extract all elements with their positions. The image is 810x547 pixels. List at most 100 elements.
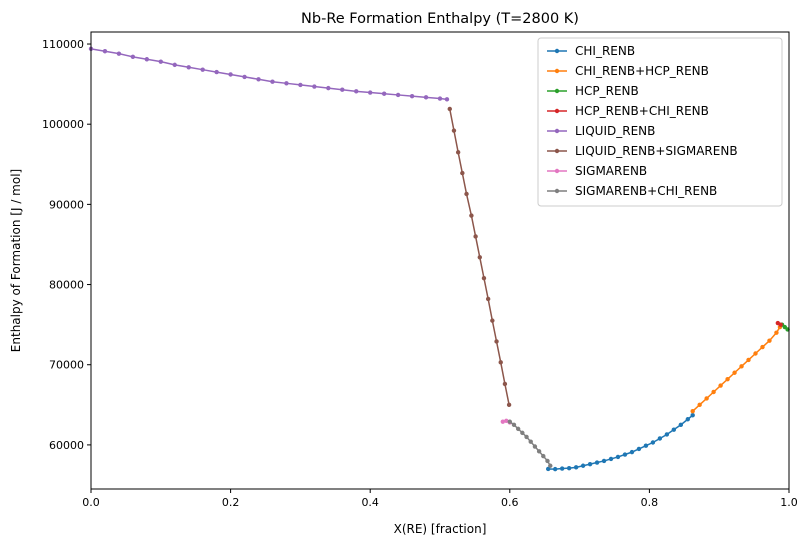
data-point xyxy=(469,213,474,218)
data-point xyxy=(172,62,177,68)
x-tick-label: 1.0 xyxy=(780,496,798,509)
data-point xyxy=(242,74,247,80)
legend-label: CHI_RENB+HCP_RENB xyxy=(575,64,709,78)
data-point xyxy=(477,255,482,260)
x-tick-label: 0.0 xyxy=(82,496,100,509)
series-0 xyxy=(545,413,695,472)
data-point xyxy=(690,413,695,418)
data-point xyxy=(485,296,491,302)
data-point xyxy=(444,97,450,102)
legend-item: LIQUID_RENB+SIGMARENB xyxy=(547,144,738,158)
legend-swatch-marker xyxy=(554,48,560,54)
data-point xyxy=(354,89,359,94)
data-point xyxy=(528,439,533,444)
x-axis: 0.0 0.2 0.4 0.6 0.8 1.0 xyxy=(82,489,798,509)
data-point xyxy=(460,170,465,176)
data-point xyxy=(500,419,506,424)
legend-label: LIQUID_RENB xyxy=(575,124,655,138)
series-3 xyxy=(775,320,783,327)
legend-item: SIGMARENB xyxy=(547,164,647,178)
legend-swatch-marker xyxy=(554,168,560,174)
data-point xyxy=(102,49,108,54)
x-axis-label: X(RE) [fraction] xyxy=(394,522,487,536)
data-point xyxy=(298,82,303,88)
data-point xyxy=(532,444,538,449)
legend-label: LIQUID_RENB+SIGMARENB xyxy=(575,144,738,158)
data-point xyxy=(664,432,670,437)
data-point xyxy=(368,90,373,95)
data-point xyxy=(228,72,233,77)
x-tick-label: 0.6 xyxy=(501,496,519,509)
legend-box xyxy=(537,37,783,207)
data-point xyxy=(671,427,677,432)
legend-swatch-marker xyxy=(554,148,560,154)
data-point xyxy=(657,436,663,441)
y-tick-label: 60000 xyxy=(49,439,84,452)
data-point xyxy=(130,54,136,60)
data-point xyxy=(200,67,205,72)
data-point xyxy=(340,87,345,92)
data-point xyxy=(395,92,401,98)
data-point xyxy=(732,370,737,375)
data-point xyxy=(601,458,607,464)
data-point xyxy=(511,422,517,428)
x-tick-label: 0.2 xyxy=(222,496,240,509)
data-point xyxy=(455,150,461,155)
series-line xyxy=(548,414,694,470)
legend-label: HCP_RENB+CHI_RENB xyxy=(575,104,709,118)
data-point xyxy=(504,418,509,424)
data-point xyxy=(494,339,499,344)
data-point xyxy=(718,383,723,388)
data-point xyxy=(490,318,495,323)
data-point xyxy=(524,434,529,440)
legend-swatch-marker xyxy=(554,108,560,114)
data-point xyxy=(767,338,772,343)
legend-swatch-marker xyxy=(554,88,560,94)
data-point xyxy=(144,57,150,62)
chart-title: Nb-Re Formation Enthalpy (T=2800 K) xyxy=(301,11,579,27)
data-point xyxy=(774,330,779,335)
data-point xyxy=(214,69,219,75)
data-point xyxy=(270,79,275,84)
legend: CHI_RENB CHI_RENB+HCP_RENB HCP_RENB HCP_REN… xyxy=(537,37,783,207)
data-point xyxy=(566,465,572,471)
data-point xyxy=(409,93,415,99)
legend-item: LIQUID_RENB xyxy=(547,124,655,138)
series-layer xyxy=(88,46,790,472)
data-point xyxy=(545,458,550,464)
data-point xyxy=(559,466,565,471)
legend-item: CHI_RENB+HCP_RENB xyxy=(547,64,709,78)
data-point xyxy=(650,440,656,445)
data-point xyxy=(158,59,163,64)
data-point xyxy=(615,454,621,460)
data-point xyxy=(739,364,744,369)
data-point xyxy=(536,449,542,454)
data-point xyxy=(753,351,758,356)
y-axis: 60000 70000 80000 90000 100000 110000 xyxy=(42,38,91,452)
data-point xyxy=(423,95,429,100)
data-point xyxy=(437,96,443,101)
data-point xyxy=(520,430,525,436)
legend-swatch-marker xyxy=(554,128,560,134)
x-tick-label: 0.8 xyxy=(641,496,659,509)
data-point xyxy=(608,456,614,462)
data-point xyxy=(502,381,508,387)
data-point xyxy=(760,344,765,350)
data-point xyxy=(725,376,730,382)
data-point xyxy=(473,234,478,239)
y-tick-label: 90000 xyxy=(49,198,84,211)
data-point xyxy=(643,443,649,448)
data-point xyxy=(587,461,593,467)
data-point xyxy=(548,463,553,468)
data-point xyxy=(580,463,586,468)
data-point xyxy=(256,77,261,82)
data-point xyxy=(545,466,551,472)
data-point xyxy=(685,417,690,422)
data-point xyxy=(381,91,387,96)
legend-label: SIGMARENB xyxy=(575,164,647,178)
legend-label: SIGMARENB+CHI_RENB xyxy=(575,184,717,198)
data-point xyxy=(697,402,702,408)
data-point xyxy=(778,322,783,327)
data-point xyxy=(636,446,642,452)
